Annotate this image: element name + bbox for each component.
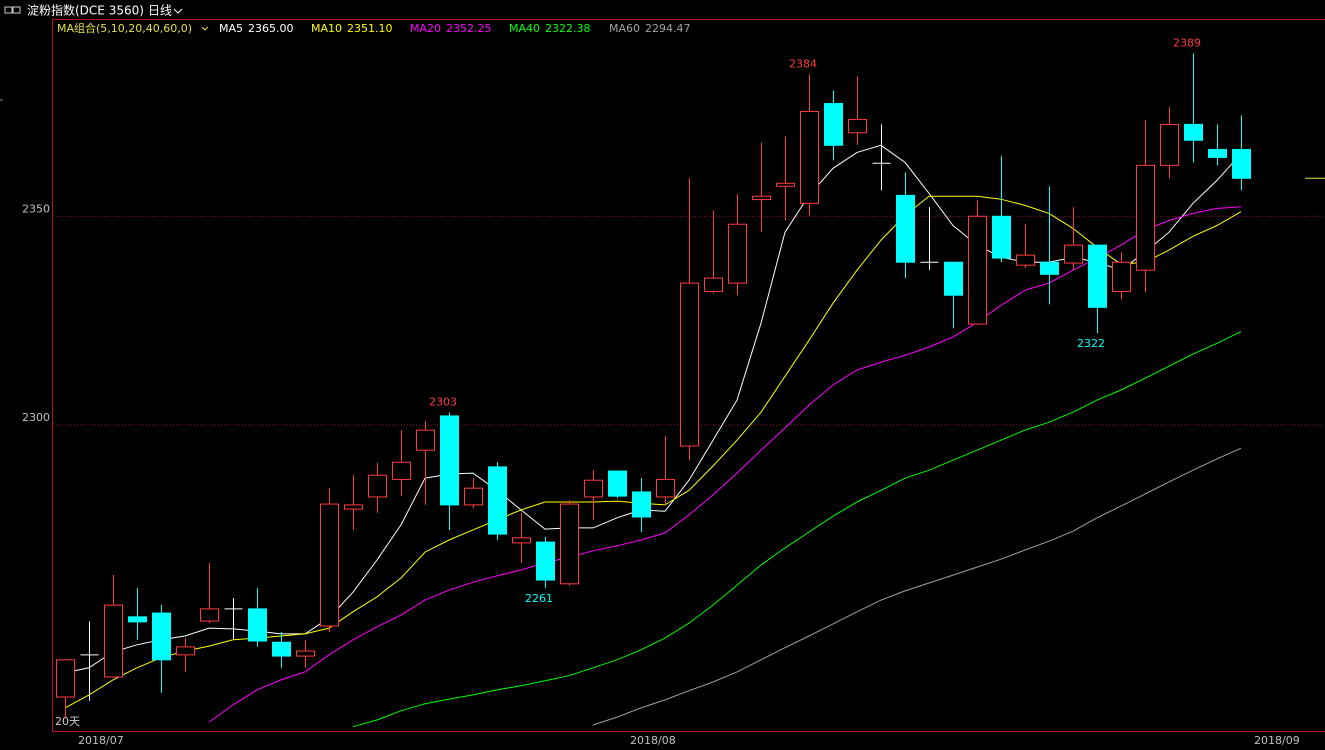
candle-body [992,215,1011,259]
period-note: 20天 [55,715,80,728]
ma-legend-entry: MA5 2365.00 [219,22,294,35]
legend-name: MA40 [509,22,540,35]
candle-body [1040,261,1059,275]
candle-body [392,461,411,480]
candle-body [440,415,459,506]
candle-body [176,646,195,656]
candle-body [536,541,555,581]
candle-body [488,466,507,535]
candle-body [968,215,987,325]
candle-body [680,282,699,447]
legend-value: 2352.25 [446,22,492,35]
candle-body [368,474,387,498]
candle-body [1208,148,1227,158]
high-label: 2303 [429,396,457,409]
y-tick-label: 2350 [22,202,50,215]
candle-body [656,478,675,498]
candle-body [944,261,963,296]
legend-name: MA20 [410,22,441,35]
candle-body [128,616,147,623]
ma-line [208,206,1242,723]
candle-body [824,103,843,146]
legend-value: 2365.00 [248,22,294,35]
candle-body [1064,244,1083,264]
instrument-title[interactable]: 淀粉指数(DCE 3560) [27,3,144,18]
legend-value: 2322.38 [545,22,591,35]
candles [56,53,1251,718]
candle-body [56,659,75,698]
y-tick-label: 2300 [22,411,50,424]
candle-body [200,608,219,622]
candle-body [344,504,363,510]
ma-legend-entry: MA20 2352.25 [410,22,492,35]
candle-body [704,277,723,292]
dropdown-arrow[interactable] [201,26,209,31]
legend-value: 2294.47 [645,22,691,35]
toolbar: 淀粉指数(DCE 3560) 日线 [4,3,183,18]
candle-body [728,223,747,284]
candle-body [560,503,579,585]
candle-body [1184,123,1203,141]
candle-body [296,650,315,657]
dropdown-arrow[interactable] [173,8,183,14]
ma-legend-entry: MA60 2294.47 [609,22,691,35]
candle-body [608,470,627,497]
candle-body [464,487,483,506]
low-label: 2261 [525,592,553,605]
ma-line [352,331,1242,728]
candle-body [1088,244,1107,308]
ma-line [592,447,1242,726]
ma-legend-title[interactable]: MA组合(5,10,20,40,60,0) [57,21,192,35]
candle-body [848,118,867,134]
candle-body [320,503,339,627]
candle-body [632,491,651,518]
candle-body [248,608,267,642]
period-selector[interactable]: 日线 [148,4,172,18]
low-label: 2322 [1077,337,1105,350]
high-label: 2389 [1173,36,1201,49]
high-label: 2384 [789,57,817,70]
candle-body [896,194,915,263]
candle-body [104,604,123,678]
candle-body [800,110,819,204]
candle-body [584,479,603,498]
x-tick-label: 2018/07 [78,734,124,747]
legend-name: MA60 [609,22,640,35]
legend-name: MA10 [311,22,342,35]
candle-body [1232,148,1251,179]
x-tick-label: 2018/08 [630,734,676,747]
candle-body [1016,254,1035,266]
candle-body [1136,164,1155,271]
ma-line [64,144,1242,674]
candle-body [272,641,291,657]
layout-icon[interactable] [12,6,21,14]
candle-body [752,195,771,201]
ma-legend-entry: MA10 2351.10 [311,22,393,35]
candle-body [416,429,435,451]
legend-name: MA5 [219,22,243,35]
candle-body [776,182,795,187]
ma-legend-entry: MA40 2322.38 [509,22,591,35]
candle-body [152,612,171,661]
candle-body [1112,261,1131,292]
legend-value: 2351.10 [347,22,393,35]
candle-body [1160,123,1179,166]
layout-icon[interactable] [4,6,13,14]
ma-lines [64,144,1242,728]
x-tick-label: 2018/09 [1254,734,1300,747]
candle-body [512,537,531,544]
ma-line [64,195,1242,709]
